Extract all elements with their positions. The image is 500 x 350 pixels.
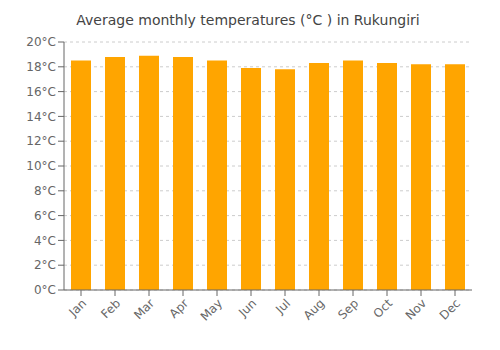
svg-text:Jul: Jul [272,296,293,317]
svg-text:Apr: Apr [167,296,192,321]
svg-text:10°C: 10°C [26,159,56,173]
svg-text:May: May [198,296,225,323]
svg-text:Dec: Dec [437,296,463,322]
svg-text:6°C: 6°C [34,209,56,223]
svg-text:0°C: 0°C [34,283,56,297]
svg-text:16°C: 16°C [26,85,56,99]
svg-text:Aug: Aug [301,296,327,322]
svg-text:Nov: Nov [403,296,429,322]
svg-text:8°C: 8°C [34,184,56,198]
svg-text:Mar: Mar [131,296,157,322]
svg-text:14°C: 14°C [26,110,56,124]
html-text:Average monthly temperatures (: Average monthly temperatures (°C ) in Ru… [76,12,420,28]
svg-text:4°C: 4°C [34,234,56,248]
svg-text:Oct: Oct [371,296,396,321]
svg-text:2°C: 2°C [34,258,56,272]
svg-text:20°C: 20°C [26,35,56,49]
svg-text:18°C: 18°C [26,60,56,74]
svg-text:Jun: Jun [235,296,259,320]
svg-text:Sep: Sep [335,296,361,322]
svg-text:Jan: Jan [65,296,89,320]
svg-text:12°C: 12°C [26,134,56,148]
svg-text:Feb: Feb [98,296,123,321]
